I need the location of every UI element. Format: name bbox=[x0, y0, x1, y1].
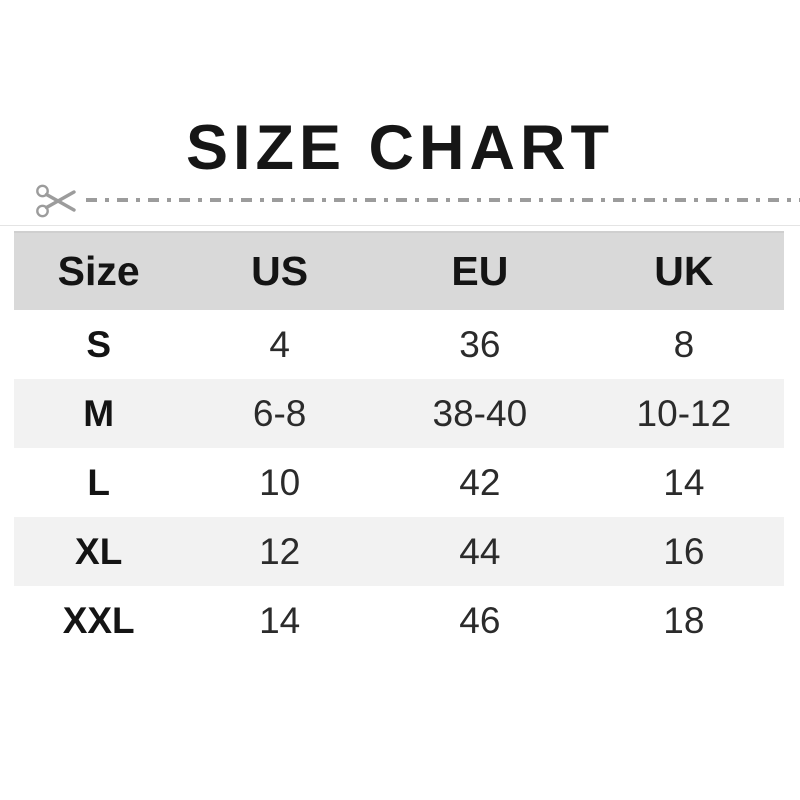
size-chart-table: Size US EU UK S 4 36 8 M 6-8 38-40 10-12… bbox=[14, 231, 784, 655]
eu-value: 36 bbox=[459, 324, 501, 365]
header-uk: UK bbox=[654, 248, 714, 294]
us-value: 12 bbox=[259, 531, 301, 572]
size-label: XL bbox=[75, 531, 123, 572]
cut-here-strip bbox=[0, 180, 800, 222]
dashed-cut-line bbox=[86, 198, 800, 202]
table-row: S 4 36 8 bbox=[14, 310, 784, 379]
size-label: M bbox=[83, 393, 115, 434]
eu-value: 38-40 bbox=[432, 393, 528, 434]
table-row: M 6-8 38-40 10-12 bbox=[14, 379, 784, 448]
uk-value: 14 bbox=[663, 462, 705, 503]
table-header-row: Size US EU UK bbox=[14, 231, 784, 310]
uk-value: 16 bbox=[663, 531, 705, 572]
table-row: L 10 42 14 bbox=[14, 448, 784, 517]
table-row: XL 12 44 16 bbox=[14, 517, 784, 586]
uk-value: 10-12 bbox=[636, 393, 732, 434]
size-label: S bbox=[86, 324, 112, 365]
eu-value: 46 bbox=[459, 600, 501, 641]
page-title: SIZE CHART bbox=[186, 113, 614, 183]
size-label: XXL bbox=[62, 600, 135, 641]
us-value: 6-8 bbox=[252, 393, 307, 434]
header-size: Size bbox=[57, 248, 140, 294]
header-us: US bbox=[251, 248, 309, 294]
scissors-icon bbox=[34, 182, 80, 225]
eu-value: 42 bbox=[459, 462, 501, 503]
eu-value: 44 bbox=[459, 531, 501, 572]
uk-value: 18 bbox=[663, 600, 705, 641]
uk-value: 8 bbox=[673, 324, 695, 365]
us-value: 14 bbox=[259, 600, 301, 641]
us-value: 10 bbox=[259, 462, 301, 503]
us-value: 4 bbox=[269, 324, 290, 365]
divider-line bbox=[0, 225, 800, 226]
size-label: L bbox=[87, 462, 110, 503]
header-eu: EU bbox=[451, 248, 509, 294]
table-row: XXL 14 46 18 bbox=[14, 586, 784, 655]
